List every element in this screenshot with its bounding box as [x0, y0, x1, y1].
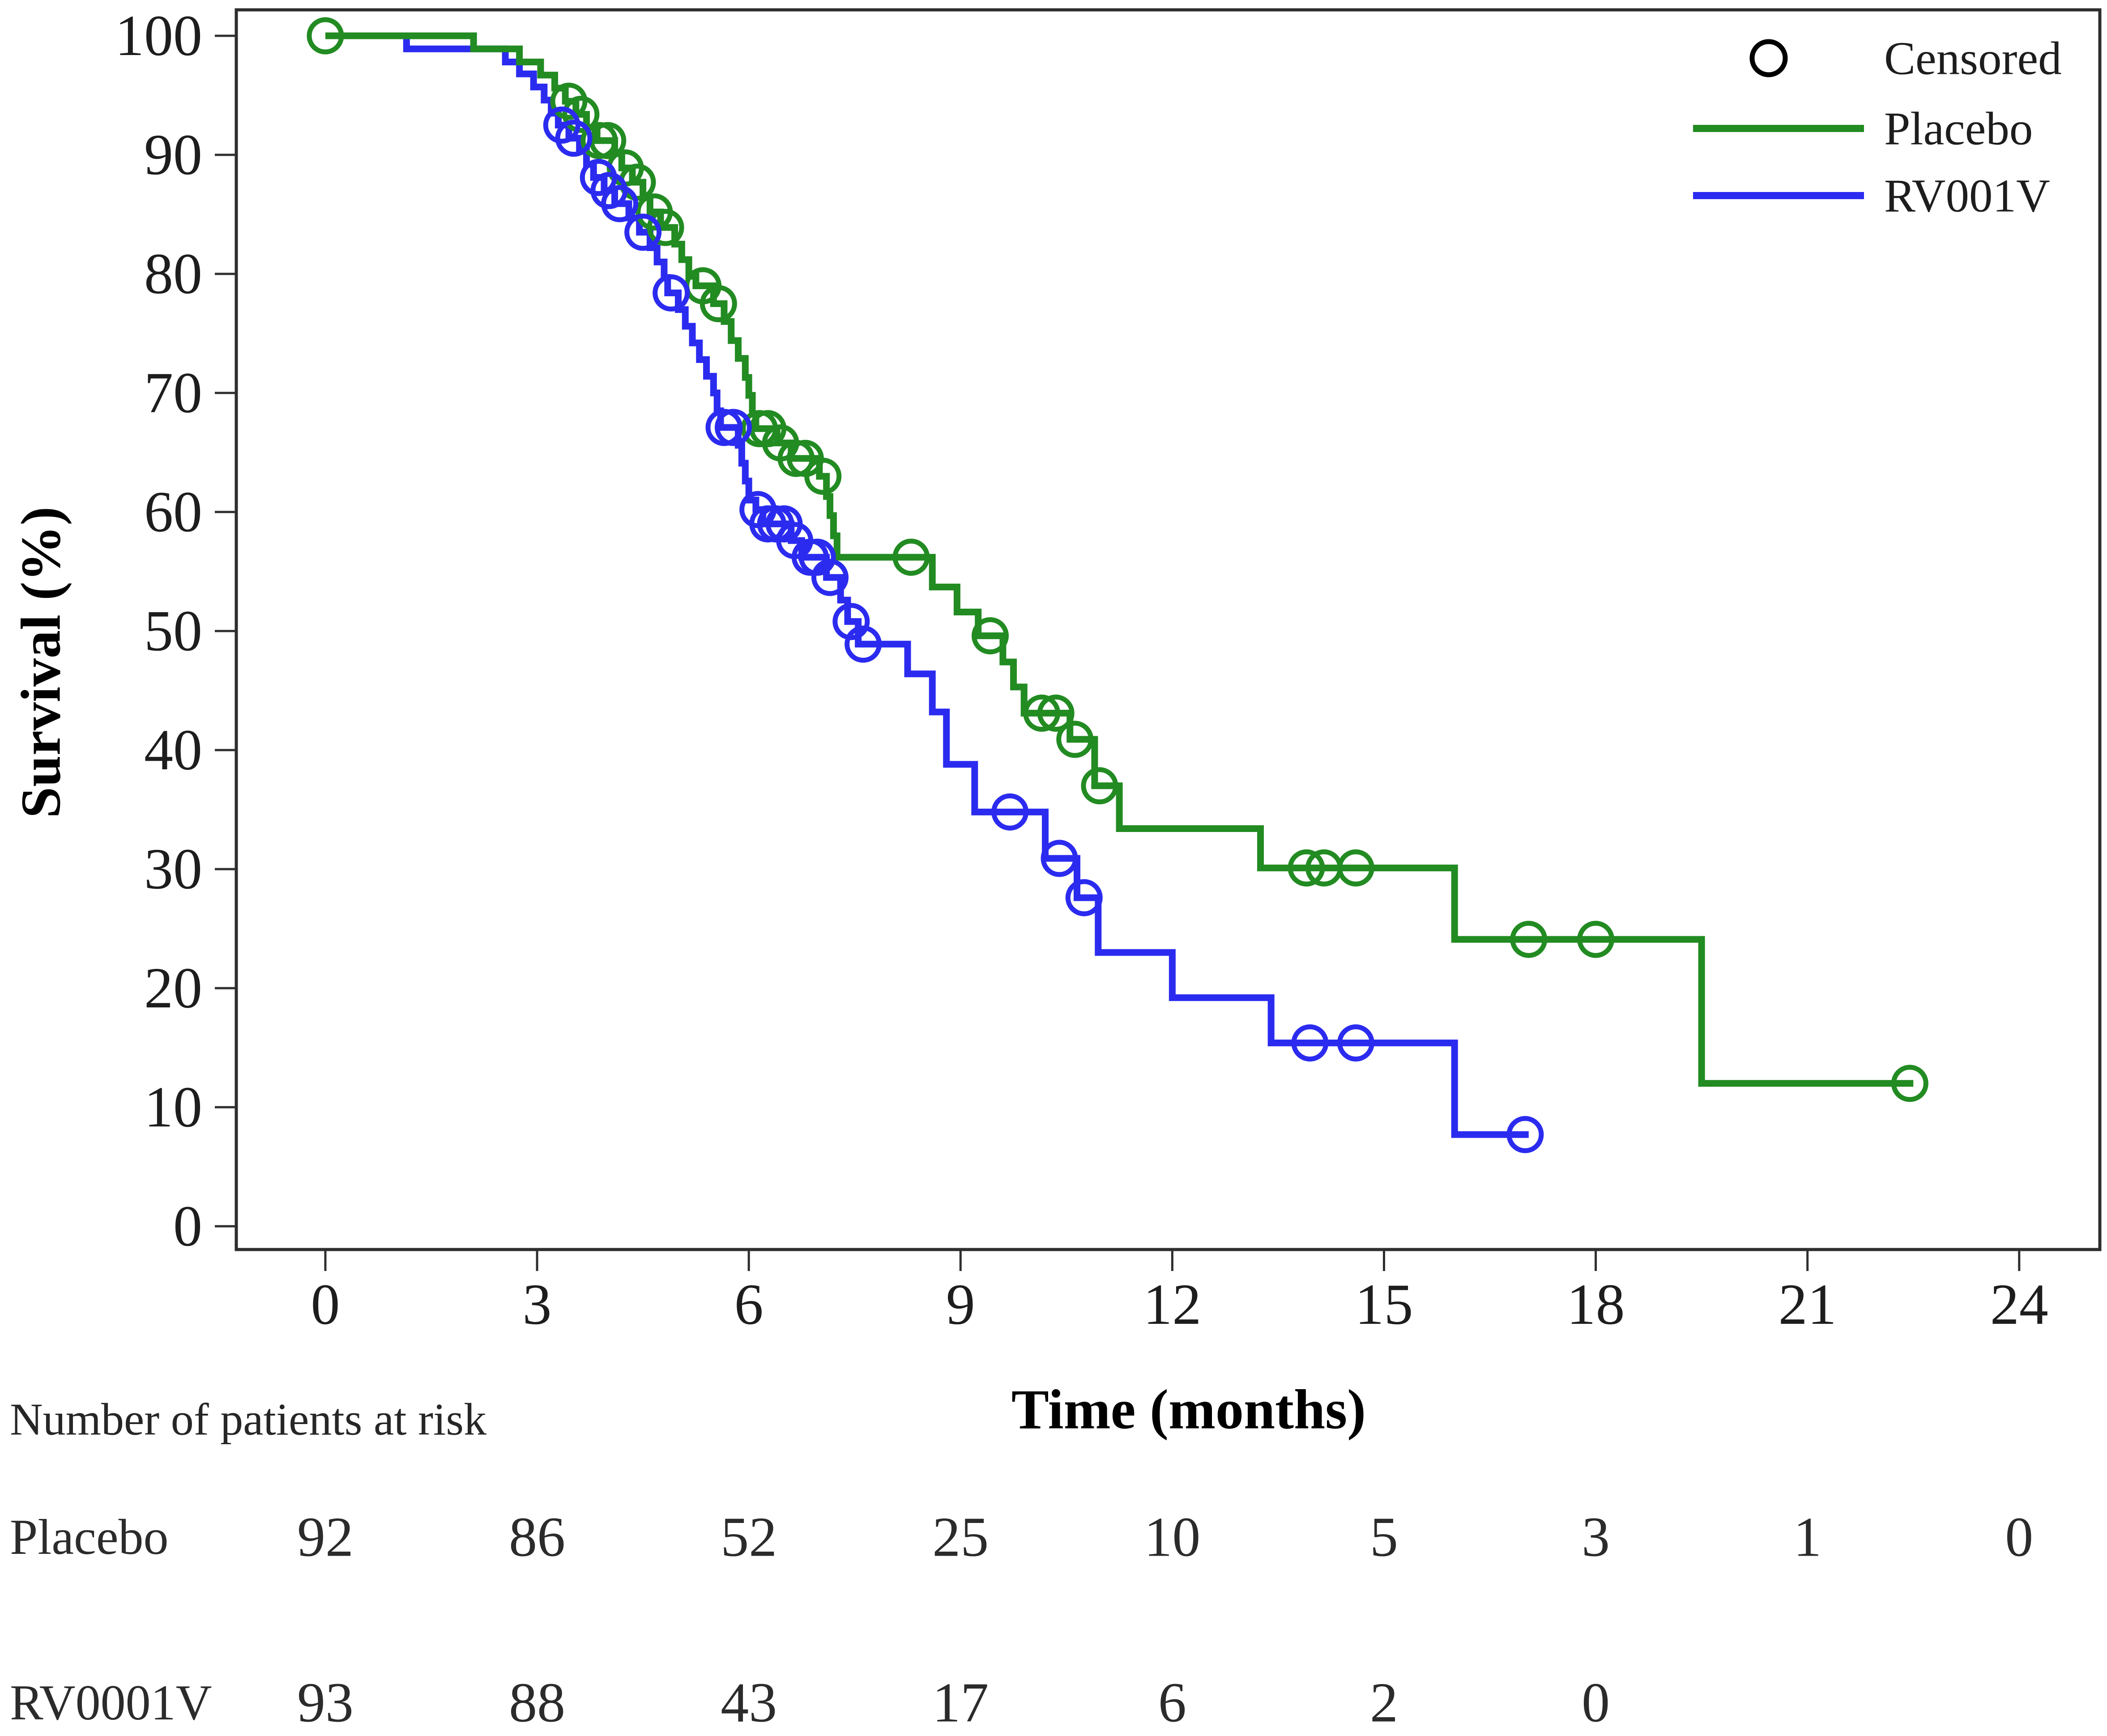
x-axis-tick-label: 12 [1143, 1272, 1201, 1337]
y-axis-tick-label: 30 [144, 837, 202, 901]
at-risk-count: 6 [1158, 1672, 1186, 1734]
rv001v-censor-mark-icon [653, 274, 690, 312]
placebo-censor-mark-icon [1081, 767, 1118, 805]
x-axis-tick-label: 9 [946, 1272, 975, 1337]
y-axis-tick-label: 0 [173, 1194, 202, 1258]
placebo-censor-mark-icon [1288, 849, 1325, 887]
x-axis-tick-label: 24 [1990, 1272, 2048, 1337]
rv001v-censor-mark-icon [624, 213, 662, 251]
at-risk-count: 5 [1370, 1506, 1398, 1569]
y-axis-title: Survival (%) [10, 507, 73, 819]
rv001v-curve [325, 32, 1529, 1138]
placebo-censor-mark-icon [804, 457, 842, 495]
y-axis-tick-label: 40 [144, 718, 202, 782]
at-risk-count: 2 [1370, 1672, 1398, 1734]
at-risk-count: 1 [1793, 1506, 1821, 1569]
x-axis-tick-label: 0 [311, 1272, 340, 1337]
rv001v-censor-mark-icon [798, 538, 836, 576]
rv001v-censor-mark-icon [1041, 840, 1078, 877]
at-risk-count: 43 [721, 1672, 777, 1734]
x-axis-tick-label: 6 [734, 1272, 763, 1337]
rv001v-censor-mark-icon [1506, 1116, 1544, 1153]
y-axis-tick-label: 100 [115, 4, 202, 68]
y-axis-tick-label: 70 [144, 361, 202, 425]
placebo-censor-mark-icon [892, 538, 930, 576]
rv001v-censor-mark-icon [1065, 879, 1103, 917]
x-axis-tick-label: 15 [1355, 1272, 1413, 1337]
y-axis-tick-label: 60 [144, 480, 202, 544]
at-risk-count: 3 [1582, 1506, 1610, 1569]
legend-label-placebo: Placebo [1884, 102, 2033, 155]
x-axis-tick-label: 18 [1567, 1272, 1625, 1337]
placebo-censor-mark-icon [1056, 721, 1094, 758]
at-risk-count: 88 [509, 1672, 565, 1734]
placebo-censor-mark-icon [1337, 849, 1374, 887]
at-risk-row-label: RV0001V [10, 1675, 212, 1731]
at-risk-count: 25 [932, 1506, 989, 1569]
rv001v-censor-mark-icon [991, 793, 1029, 831]
rv001v-censor-mark-icon [1291, 1024, 1329, 1062]
rv001v-censor-mark-icon [555, 119, 593, 157]
rv001v-censor-mark-icon [832, 603, 870, 640]
placebo-censor-mark-icon [1023, 695, 1061, 732]
placebo-censor-mark-icon [647, 209, 684, 246]
y-axis-tick-label: 50 [144, 599, 202, 663]
plot-box [235, 8, 2102, 1251]
x-axis-tick-label: 3 [523, 1272, 552, 1337]
at-risk-count: 0 [1582, 1672, 1610, 1734]
at-risk-header: Number of patients at risk [10, 1395, 486, 1445]
rv001v-censor-mark-icon [845, 625, 882, 663]
at-risk-count: 52 [721, 1506, 777, 1569]
rv001v-censor-mark-icon [601, 185, 639, 222]
legend-label-rv001v: RV001V [1884, 170, 2050, 222]
placebo-censor-mark-icon [562, 96, 600, 133]
at-risk-count: 93 [297, 1672, 354, 1734]
at-risk-count: 92 [297, 1506, 354, 1569]
at-risk-count: 10 [1144, 1506, 1200, 1569]
y-axis-tick-label: 10 [144, 1075, 202, 1139]
placebo-censor-mark-icon [699, 285, 737, 322]
placebo-curve [325, 32, 1914, 1087]
x-axis-tick-label: 21 [1779, 1272, 1837, 1337]
y-axis-tick-label: 80 [144, 242, 202, 306]
y-axis-tick-label: 20 [144, 956, 202, 1020]
y-axis-tick-label: 90 [144, 123, 202, 187]
at-risk-row-label: Placebo [10, 1510, 169, 1565]
rv001v-censor-mark-icon [715, 409, 752, 446]
at-risk-count: 86 [509, 1506, 565, 1569]
placebo-censor-mark-icon [972, 617, 1009, 655]
rv001v-censor-mark-icon [1337, 1024, 1374, 1062]
at-risk-count: 17 [932, 1672, 989, 1734]
placebo-censor-mark-icon [1510, 921, 1548, 958]
legend: Censored Placebo RV001V [1693, 32, 2062, 222]
placebo-censor-mark-icon [1037, 695, 1075, 732]
placebo-censor-mark-icon [1891, 1065, 1928, 1102]
at-risk-count: 0 [2005, 1506, 2033, 1569]
censored-legend-marker-icon [1749, 39, 1788, 77]
placebo-censor-mark-icon [1577, 921, 1615, 958]
placebo-censor-mark-icon [307, 17, 344, 55]
rv001v-censor-mark-icon [811, 559, 849, 596]
legend-label-censored: Censored [1884, 32, 2062, 85]
x-axis-title: Time (months) [1011, 1379, 1366, 1441]
